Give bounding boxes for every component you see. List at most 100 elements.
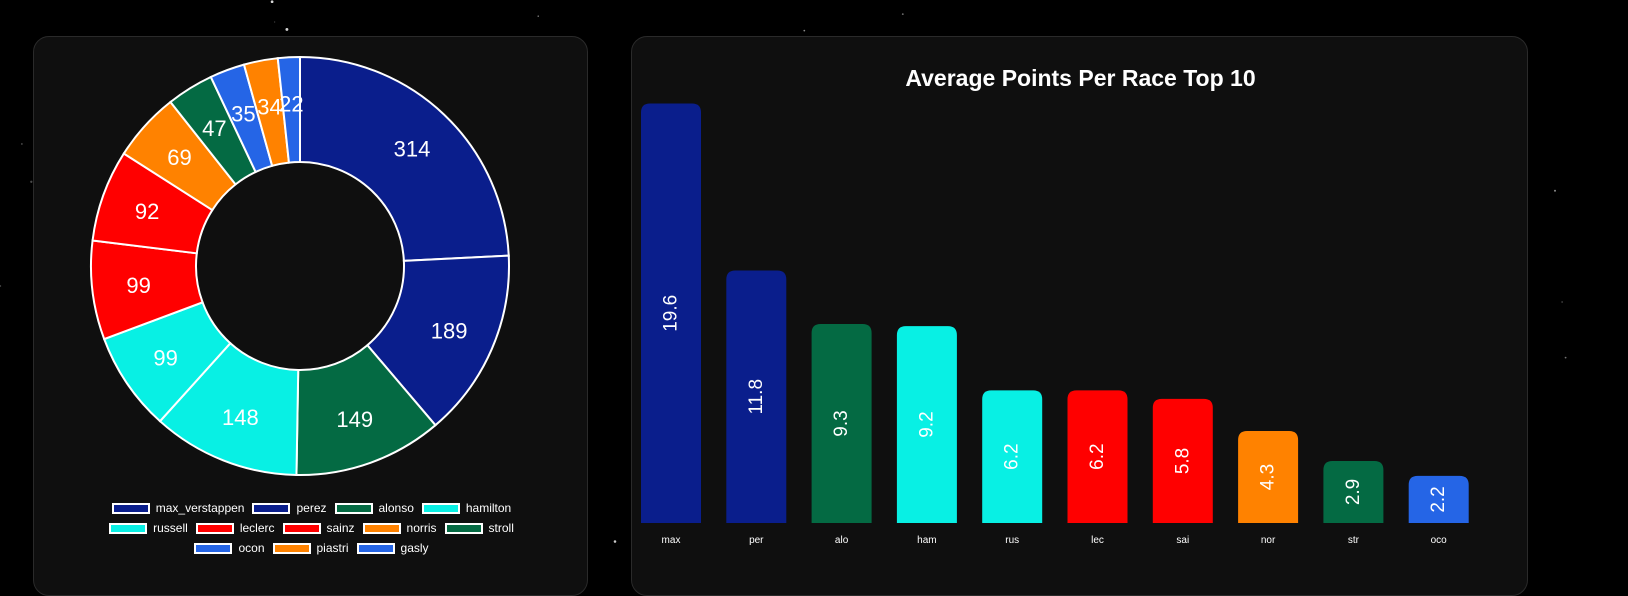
bar-value-label: 11.8 <box>746 379 767 415</box>
legend-item-russell[interactable]: russell <box>109 521 188 535</box>
donut-slice-label: 35 <box>231 102 255 127</box>
legend-swatch <box>111 502 150 514</box>
legend-label: norris <box>406 521 437 535</box>
star-dot <box>613 540 617 543</box>
bar-per[interactable] <box>726 270 787 523</box>
legend-swatch <box>421 502 460 514</box>
legend-label: leclerc <box>239 521 275 535</box>
donut-slice-label: 189 <box>431 318 468 343</box>
legend-item-leclerc[interactable]: leclerc <box>195 521 275 535</box>
star-dot <box>30 180 33 183</box>
star-dot <box>1554 189 1556 192</box>
legend-label: sainz <box>326 521 355 535</box>
star-dot <box>803 29 806 32</box>
legend-label: hamilton <box>465 501 512 515</box>
legend-label: ocon <box>238 541 265 555</box>
legend-swatch <box>444 522 483 534</box>
legend-row: russell leclerc sainz norris stroll <box>109 521 514 535</box>
legend-swatch <box>272 542 311 554</box>
bar-sai[interactable] <box>1152 398 1213 523</box>
legend-label: gasly <box>400 541 429 555</box>
star-dot <box>273 21 276 23</box>
donut-chart-panel: 314 189 149 148 99 99 92 69 47 35 34 22 max_verstap… <box>33 36 588 596</box>
bar-max[interactable] <box>641 103 701 523</box>
legend-swatch <box>282 522 321 534</box>
x-tick-label: ham <box>917 535 936 546</box>
bar-rus[interactable] <box>982 390 1043 523</box>
legend-label: perez <box>296 501 327 515</box>
legend-item-stroll[interactable]: stroll <box>444 521 514 535</box>
legend-swatch <box>194 542 233 554</box>
bar-lec[interactable] <box>1067 390 1128 523</box>
x-tick-label: str <box>1348 535 1360 546</box>
star-dot <box>537 15 539 17</box>
donut-slice-label: 22 <box>279 92 303 117</box>
x-tick-label: per <box>749 535 764 546</box>
bar-value-label: 2.2 <box>1428 486 1449 512</box>
bar-chart-title: Average Points Per Race Top 10 <box>905 65 1256 91</box>
x-tick-label: nor <box>1261 535 1276 546</box>
x-tick-label: alo <box>835 535 849 546</box>
legend-label: piastri <box>316 541 349 555</box>
bar-value-label: 5.8 <box>1172 448 1193 474</box>
legend-swatch <box>109 522 148 534</box>
legend-swatch <box>252 502 291 514</box>
bar-chart: 19.6 max 11.8 per 9.3 alo 9.2 ham 6.2 rus 6.2 lec 5.… <box>641 103 1469 546</box>
bar-oco[interactable] <box>1408 475 1469 523</box>
legend-item-max_verstappen[interactable]: max_verstappen <box>111 501 245 515</box>
legend-row: max_verstappen perez alonso hamilton <box>111 501 512 515</box>
legend-item-hamilton[interactable]: hamilton <box>421 501 512 515</box>
donut-slice-label: 314 <box>394 136 431 161</box>
legend-item-gasly[interactable]: gasly <box>356 541 429 555</box>
legend-label: alonso <box>378 501 414 515</box>
x-tick-label: rus <box>1005 535 1019 546</box>
donut-slice-label: 148 <box>222 405 259 430</box>
bar-str[interactable] <box>1323 460 1384 523</box>
star-dot <box>0 284 2 288</box>
legend-row: ocon piastri gasly <box>194 541 429 555</box>
star-dot <box>901 13 904 15</box>
legend-item-alonso[interactable]: alonso <box>334 501 414 515</box>
legend-item-norris[interactable]: norris <box>362 521 437 535</box>
bar-value-label: 2.9 <box>1343 479 1364 505</box>
bar-value-label: 9.3 <box>831 410 852 436</box>
x-tick-label: sai <box>1176 535 1189 546</box>
bar-alo[interactable] <box>811 323 872 523</box>
donut-slice-label: 99 <box>153 345 177 370</box>
star-dot <box>1561 301 1563 303</box>
x-tick-label: oco <box>1431 535 1448 546</box>
legend-swatch <box>334 502 373 514</box>
donut-slice-max_verstappen[interactable] <box>299 55 510 262</box>
legend-label: max_verstappen <box>155 501 245 515</box>
donut-slice-label: 47 <box>202 116 226 141</box>
legend-item-sainz[interactable]: sainz <box>282 521 355 535</box>
legend-label: stroll <box>488 521 514 535</box>
bar-nor[interactable] <box>1238 430 1299 523</box>
legend-swatch <box>195 522 234 534</box>
legend-swatch <box>356 542 395 554</box>
donut-slice-label: 99 <box>126 273 150 298</box>
bar-value-label: 4.3 <box>1258 464 1279 490</box>
bar-value-label: 19.6 <box>661 295 682 332</box>
donut-slice-label: 69 <box>167 145 191 170</box>
legend-item-perez[interactable]: perez <box>252 501 327 515</box>
star-dot <box>21 143 23 145</box>
bar-value-label: 6.2 <box>1087 443 1108 469</box>
bar-value-label: 9.2 <box>916 411 937 437</box>
donut-slice-gasly[interactable] <box>276 55 301 164</box>
donut-slice-label: 149 <box>336 407 373 432</box>
x-tick-label: max <box>662 535 681 546</box>
star-dot <box>1564 356 1567 359</box>
star-dot <box>270 0 274 4</box>
star-dot <box>285 27 289 31</box>
donut-legend: max_verstappen perez alonso hamilton russell… <box>34 501 589 555</box>
donut-slice-label: 92 <box>135 199 159 224</box>
legend-item-piastri[interactable]: piastri <box>272 541 349 555</box>
x-tick-label: lec <box>1091 535 1104 546</box>
donut-slice-label: 34 <box>257 94 281 119</box>
legend-item-ocon[interactable]: ocon <box>194 541 265 555</box>
legend-label: russell <box>153 521 188 535</box>
bar-ham[interactable] <box>896 326 957 523</box>
bar-chart-panel: Average Points Per Race Top 10 19.6 max 11… <box>631 36 1528 596</box>
